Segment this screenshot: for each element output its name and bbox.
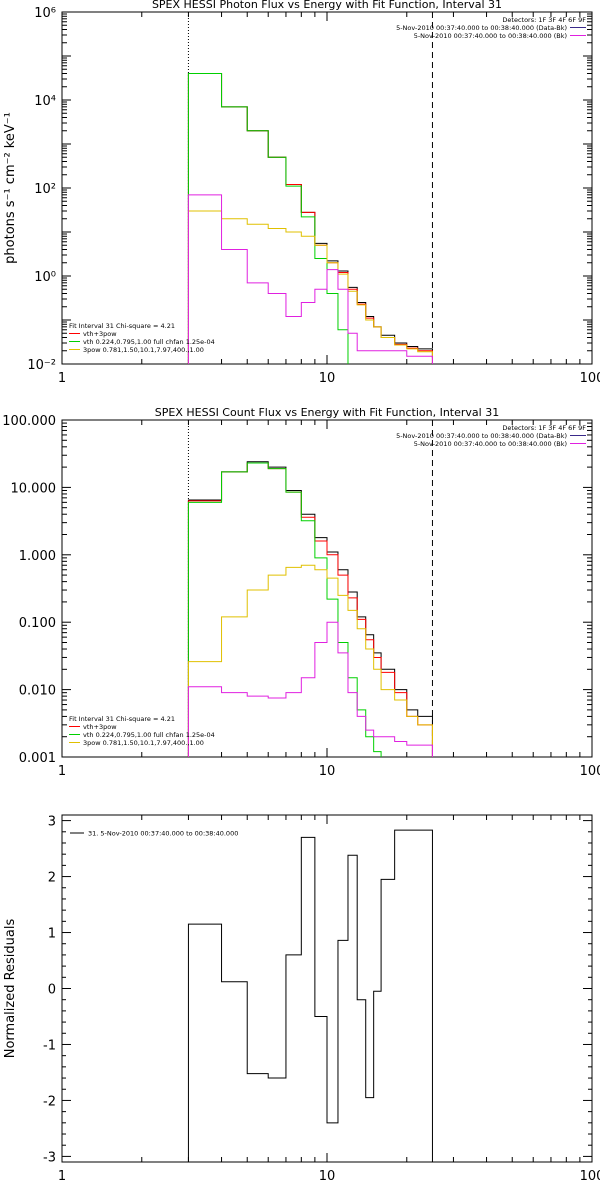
x-tick-label: 10	[319, 764, 336, 779]
legend-entry: 31. 5-Nov-2010 00:37:40.000 to 00:38:40.…	[88, 830, 238, 838]
legend-header: Detectors: 1F 3F 4F 6F 9F	[502, 16, 586, 24]
fit-legend-entry: vth+3pow	[83, 723, 117, 731]
series-1-line	[187, 461, 433, 757]
y-tick-label: 10.000	[11, 481, 57, 496]
y-tick-label: -1	[43, 1038, 56, 1053]
y-tick-label: 10²	[34, 182, 56, 197]
y-tick-label: 10⁴	[34, 94, 56, 109]
fit-legend-entry: 3pow 0.781,1.50,10.1,7.97,400.,1.00	[83, 739, 204, 747]
fit-legend-header: Fit Interval 31 Chi-square = 4.21	[69, 715, 175, 723]
fit-legend-entry: vth 0.224,0.795,1.00 full chfan 1.25e-04	[83, 731, 215, 739]
y-tick-label: 0.100	[19, 616, 56, 631]
legend-entry: 5-Nov-2010 00:37:40.000 to 00:38:40.000 …	[396, 432, 567, 440]
chart-title: SPEX HESSI Count Flux vs Energy with Fit…	[155, 406, 499, 419]
chart-2: SPEX HESSI Count Flux vs Energy with Fit…	[2, 406, 600, 779]
series-2-line	[187, 462, 433, 757]
x-tick-label: 100	[580, 1169, 600, 1184]
x-tick-label: 1	[58, 1169, 66, 1184]
series-4-line	[187, 564, 433, 757]
y-tick-label: 10⁻²	[27, 358, 56, 373]
chart-title: SPEX HESSI Photon Flux vs Energy with Fi…	[152, 0, 502, 11]
chart-3: 1 10 100 -3 -2 -1 0 1 2 3 Normalized Residuals 31. …	[3, 814, 600, 1184]
series-3-line	[187, 462, 433, 757]
chart-1: SPEX HESSI Photon Flux vs Energy with Fi…	[3, 0, 600, 386]
y-tick-label: 3	[48, 815, 56, 830]
y-tick-label: -3	[43, 1150, 56, 1165]
series-3-line	[187, 73, 433, 364]
legend-entry: 5-Nov-2010 00:37:40.000 to 00:38:40.000 …	[414, 32, 567, 40]
x-tick-label: 10	[319, 371, 336, 386]
fit-legend-entry: vth 0.224,0.795,1.00 full chfan 1.25e-04	[83, 338, 215, 346]
y-tick-label: 10⁶	[34, 6, 56, 21]
y-tick-label: 100.000	[2, 414, 56, 429]
legend-entry: 5-Nov-2010 00:37:40.000 to 00:38:40.000 …	[414, 440, 567, 448]
y-tick-label: 0.010	[19, 684, 56, 699]
x-tick-label: 100	[580, 764, 600, 779]
legend-entry: 5-Nov-2010 00:37:40.000 to 00:38:40.000 …	[396, 24, 567, 32]
plot-frame	[61, 11, 593, 365]
fit-legend-entry: vth+3pow	[83, 330, 117, 338]
y-axis-label: photons s⁻¹ cm⁻² keV⁻¹	[3, 112, 18, 264]
x-tick-label: 1	[58, 764, 66, 779]
series-1-line	[187, 829, 433, 1162]
x-tick-label: 1	[58, 371, 66, 386]
series-5-line	[187, 194, 433, 364]
series-4-line	[187, 210, 433, 364]
series-5-line	[187, 621, 433, 757]
y-tick-label: 0	[48, 983, 56, 998]
fit-legend-header: Fit Interval 31 Chi-square = 4.21	[69, 322, 175, 330]
y-tick-label: -2	[43, 1094, 56, 1109]
legend-header: Detectors: 1F 3F 4F 6F 9F	[502, 424, 586, 432]
y-tick-label: 1.000	[19, 549, 56, 564]
y-tick-label: 2	[48, 871, 56, 886]
x-tick-label: 100	[580, 371, 600, 386]
x-tick-label: 10	[319, 1169, 336, 1184]
fit-legend-entry: 3pow 0.781,1.50,10.1,7.97,400.,1.00	[83, 346, 204, 354]
y-axis-label: Normalized Residuals	[3, 919, 18, 1059]
y-tick-label: 1	[48, 927, 56, 942]
y-tick-label: 10⁰	[34, 270, 56, 285]
y-tick-label: 0.001	[19, 751, 56, 766]
